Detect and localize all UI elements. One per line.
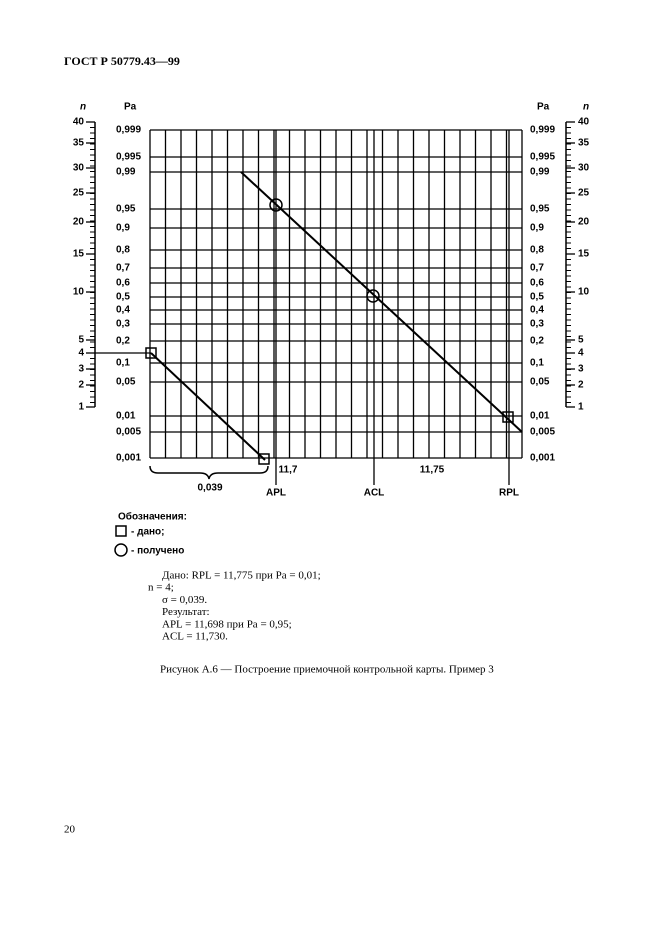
- n-tick-label: 4: [578, 348, 584, 359]
- legend-circle: [114, 543, 128, 557]
- obtained-point: [366, 289, 380, 303]
- x-label: 11,7: [279, 465, 298, 476]
- pa-tick-label: 0,7: [116, 263, 130, 274]
- given-line: n = 4;: [148, 582, 174, 594]
- pa-tick-label: 0,3: [116, 319, 130, 330]
- pa-tick-label: 0,1: [116, 358, 130, 369]
- pa-tick-label: 0,3: [530, 319, 544, 330]
- given-line: ACL = 11,730.: [162, 631, 228, 643]
- n-axis-label: n: [80, 102, 86, 113]
- n-tick-label: 15: [578, 249, 590, 260]
- pa-tick-label: 0,01: [116, 411, 136, 422]
- pa-tick-label: 0,4: [530, 305, 544, 316]
- n-tick-label: 20: [578, 217, 590, 228]
- given-line: APL = 11,698 при Pa = 0,95;: [162, 618, 292, 630]
- pa-tick-label: 0,995: [530, 152, 555, 163]
- pa-tick-label: 0,99: [116, 167, 136, 178]
- n-tick-label: 30: [73, 163, 85, 174]
- pa-tick-label: 0,8: [530, 245, 544, 256]
- pa-tick-label: 0,99: [530, 167, 550, 178]
- pa-axis-label: Pa: [124, 102, 137, 113]
- pa-tick-label: 0,2: [530, 336, 544, 347]
- n-tick-label: 2: [78, 380, 84, 391]
- given-point: [258, 453, 270, 465]
- pa-tick-label: 0,95: [116, 204, 136, 215]
- pa-tick-label: 0,9: [116, 223, 130, 234]
- construction-line: [150, 352, 266, 461]
- limit-label: RPL: [499, 488, 519, 499]
- n-tick-label: 4: [78, 348, 84, 359]
- limit-label: ACL: [364, 488, 385, 499]
- pa-axis-label: Pa: [537, 102, 550, 113]
- pa-tick-label: 0,05: [530, 377, 550, 388]
- nomogram: 1 1 2 2 3 3 4 4 5 5 10 10 15 15 20 20 25 25 30 30 35 35 40 40 0,…: [73, 102, 590, 499]
- n-tick-label: 30: [578, 163, 590, 174]
- pa-tick-label: 0,6: [530, 278, 544, 289]
- given-line: σ = 0,039.: [162, 594, 207, 606]
- spread-label: 0,039: [197, 483, 222, 494]
- n-tick-label: 15: [73, 249, 85, 260]
- pa-tick-label: 0,2: [116, 336, 130, 347]
- n-tick-label: 1: [578, 402, 584, 413]
- n-tick-label: 5: [78, 335, 84, 346]
- n-tick-label: 40: [578, 117, 590, 128]
- oc-line: [240, 171, 523, 433]
- x-label: 11,75: [420, 465, 445, 476]
- n-axis-label: n: [583, 102, 589, 113]
- n-tick-label: 25: [578, 188, 590, 199]
- pa-tick-label: 0,995: [116, 152, 141, 163]
- n-tick-label: 1: [78, 402, 84, 413]
- pa-tick-label: 0,001: [530, 453, 555, 464]
- pa-tick-label: 0,005: [530, 427, 555, 438]
- pa-tick-label: 0,01: [530, 411, 550, 422]
- n-tick-label: 3: [78, 364, 84, 375]
- n-tick-label: 20: [73, 217, 85, 228]
- page-number: 20: [64, 824, 76, 836]
- n-tick-label: 35: [73, 138, 85, 149]
- legend-title: Обозначения:: [118, 511, 187, 523]
- legend-square: [115, 525, 127, 537]
- pa-tick-label: 0,8: [116, 245, 130, 256]
- given-point: [145, 347, 157, 359]
- legend-item: - получено: [131, 546, 184, 557]
- pa-tick-label: 0,4: [116, 305, 130, 316]
- legend-item: - дано;: [131, 527, 165, 538]
- pa-tick-label: 0,95: [530, 204, 550, 215]
- pa-tick-label: 0,001: [116, 453, 141, 464]
- n-tick-label: 3: [578, 364, 584, 375]
- pa-tick-label: 0,05: [116, 377, 136, 388]
- given-line: Результат:: [162, 606, 210, 618]
- n-tick-label: 2: [578, 380, 584, 391]
- pa-tick-label: 0,999: [530, 125, 555, 136]
- pa-tick-label: 0,005: [116, 427, 141, 438]
- n-tick-label: 10: [73, 287, 85, 298]
- pa-tick-label: 0,6: [116, 278, 130, 289]
- pa-tick-label: 0,5: [530, 292, 544, 303]
- pa-tick-label: 0,999: [116, 125, 141, 136]
- n-tick-label: 5: [578, 335, 584, 346]
- given-point: [502, 411, 514, 423]
- obtained-point: [269, 198, 283, 212]
- brace: [149, 465, 269, 480]
- header-title: ГОСТ Р 50779.43—99: [64, 54, 180, 68]
- n-tick-label: 10: [578, 287, 590, 298]
- given-line: Дано: RPL = 11,775 при Pa = 0,01;: [162, 570, 321, 582]
- pa-tick-label: 0,5: [116, 292, 130, 303]
- pa-tick-label: 0,7: [530, 263, 544, 274]
- limit-label: APL: [266, 488, 286, 499]
- pa-tick-label: 0,9: [530, 223, 544, 234]
- pa-tick-label: 0,1: [530, 358, 544, 369]
- n-tick-label: 40: [73, 117, 85, 128]
- caption: Рисунок А.6 — Построение приемочной конт…: [160, 664, 494, 676]
- n-tick-label: 35: [578, 138, 590, 149]
- n-tick-label: 25: [73, 188, 85, 199]
